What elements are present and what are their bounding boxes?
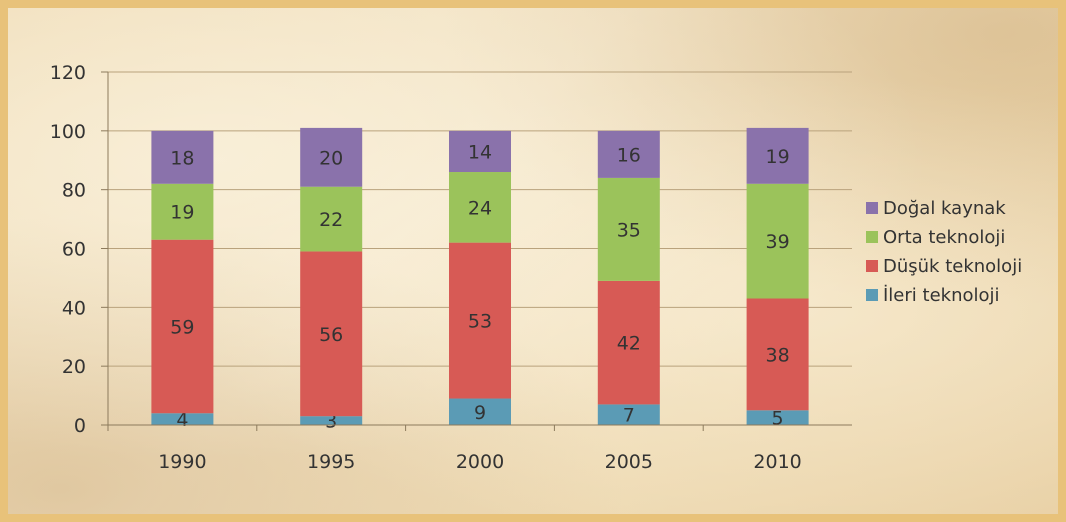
data-label: 7 xyxy=(623,405,635,427)
bar-segment xyxy=(151,239,214,414)
y-tick-label: 20 xyxy=(62,356,86,378)
bar-segment xyxy=(746,183,809,299)
x-tick-label: 2000 xyxy=(456,451,504,473)
bar-segment xyxy=(746,298,809,411)
legend-label: Doğal kaynak xyxy=(883,198,1006,219)
data-label: 39 xyxy=(766,231,790,253)
bar-segment xyxy=(746,410,809,425)
data-label: 4 xyxy=(176,409,188,431)
data-label: 56 xyxy=(319,324,343,346)
y-tick-label: 40 xyxy=(62,297,86,319)
x-tick-label: 1990 xyxy=(158,451,206,473)
bar-segment xyxy=(597,280,660,405)
legend-swatch xyxy=(866,202,878,214)
y-tick-label: 80 xyxy=(62,180,86,202)
bar-segment xyxy=(300,251,363,417)
bar-segment xyxy=(151,130,214,184)
bar-segment xyxy=(300,416,363,425)
bar-segment xyxy=(300,127,363,187)
data-label: 9 xyxy=(474,402,486,424)
legend-swatch xyxy=(866,260,878,272)
y-tick-label: 120 xyxy=(50,62,86,84)
data-label: 53 xyxy=(468,311,492,333)
bar-segment xyxy=(597,177,660,281)
y-tick-label: 100 xyxy=(50,121,86,143)
data-label: 38 xyxy=(766,344,790,366)
legend-label: İleri teknoloji xyxy=(883,285,1000,306)
x-axis: 1990 1995 2000 2005 2010 xyxy=(107,424,852,473)
y-tick-label: 60 xyxy=(62,239,86,261)
data-label: 35 xyxy=(617,219,641,241)
data-label: 16 xyxy=(617,144,641,166)
legend: Doğal kaynak Orta teknoloji Düşük teknoloj… xyxy=(866,198,1022,306)
legend-swatch xyxy=(866,289,878,301)
data-label: 22 xyxy=(319,209,343,231)
bar-segment xyxy=(449,172,511,243)
data-label: 59 xyxy=(170,316,194,338)
data-label: 14 xyxy=(468,141,492,163)
x-tick-label: 2005 xyxy=(605,451,653,473)
data-label: 5 xyxy=(772,408,784,430)
data-label: 19 xyxy=(766,146,790,168)
x-tick-label: 1995 xyxy=(307,451,355,473)
x-tick-label: 2010 xyxy=(753,451,801,473)
bar-segment xyxy=(151,413,214,425)
bar-segment xyxy=(300,186,363,252)
y-axis: 0 20 40 60 80 100 120 xyxy=(50,62,109,437)
bar-segment xyxy=(597,404,660,425)
data-label: 24 xyxy=(468,197,492,219)
bar-segment xyxy=(746,127,809,184)
legend-swatch xyxy=(866,231,878,243)
bar-segment xyxy=(449,242,511,399)
bar-segment xyxy=(449,398,511,425)
data-label: 42 xyxy=(617,333,641,355)
data-label: 19 xyxy=(170,202,194,224)
data-label: 18 xyxy=(170,147,194,169)
bar-segment xyxy=(449,130,511,173)
legend-label: Orta teknoloji xyxy=(883,227,1005,248)
y-tick-label: 0 xyxy=(74,415,86,437)
data-label: 20 xyxy=(319,147,343,169)
bar-segment xyxy=(597,130,660,178)
bar-segment xyxy=(151,183,214,240)
legend-label: Düşük teknoloji xyxy=(883,256,1022,277)
